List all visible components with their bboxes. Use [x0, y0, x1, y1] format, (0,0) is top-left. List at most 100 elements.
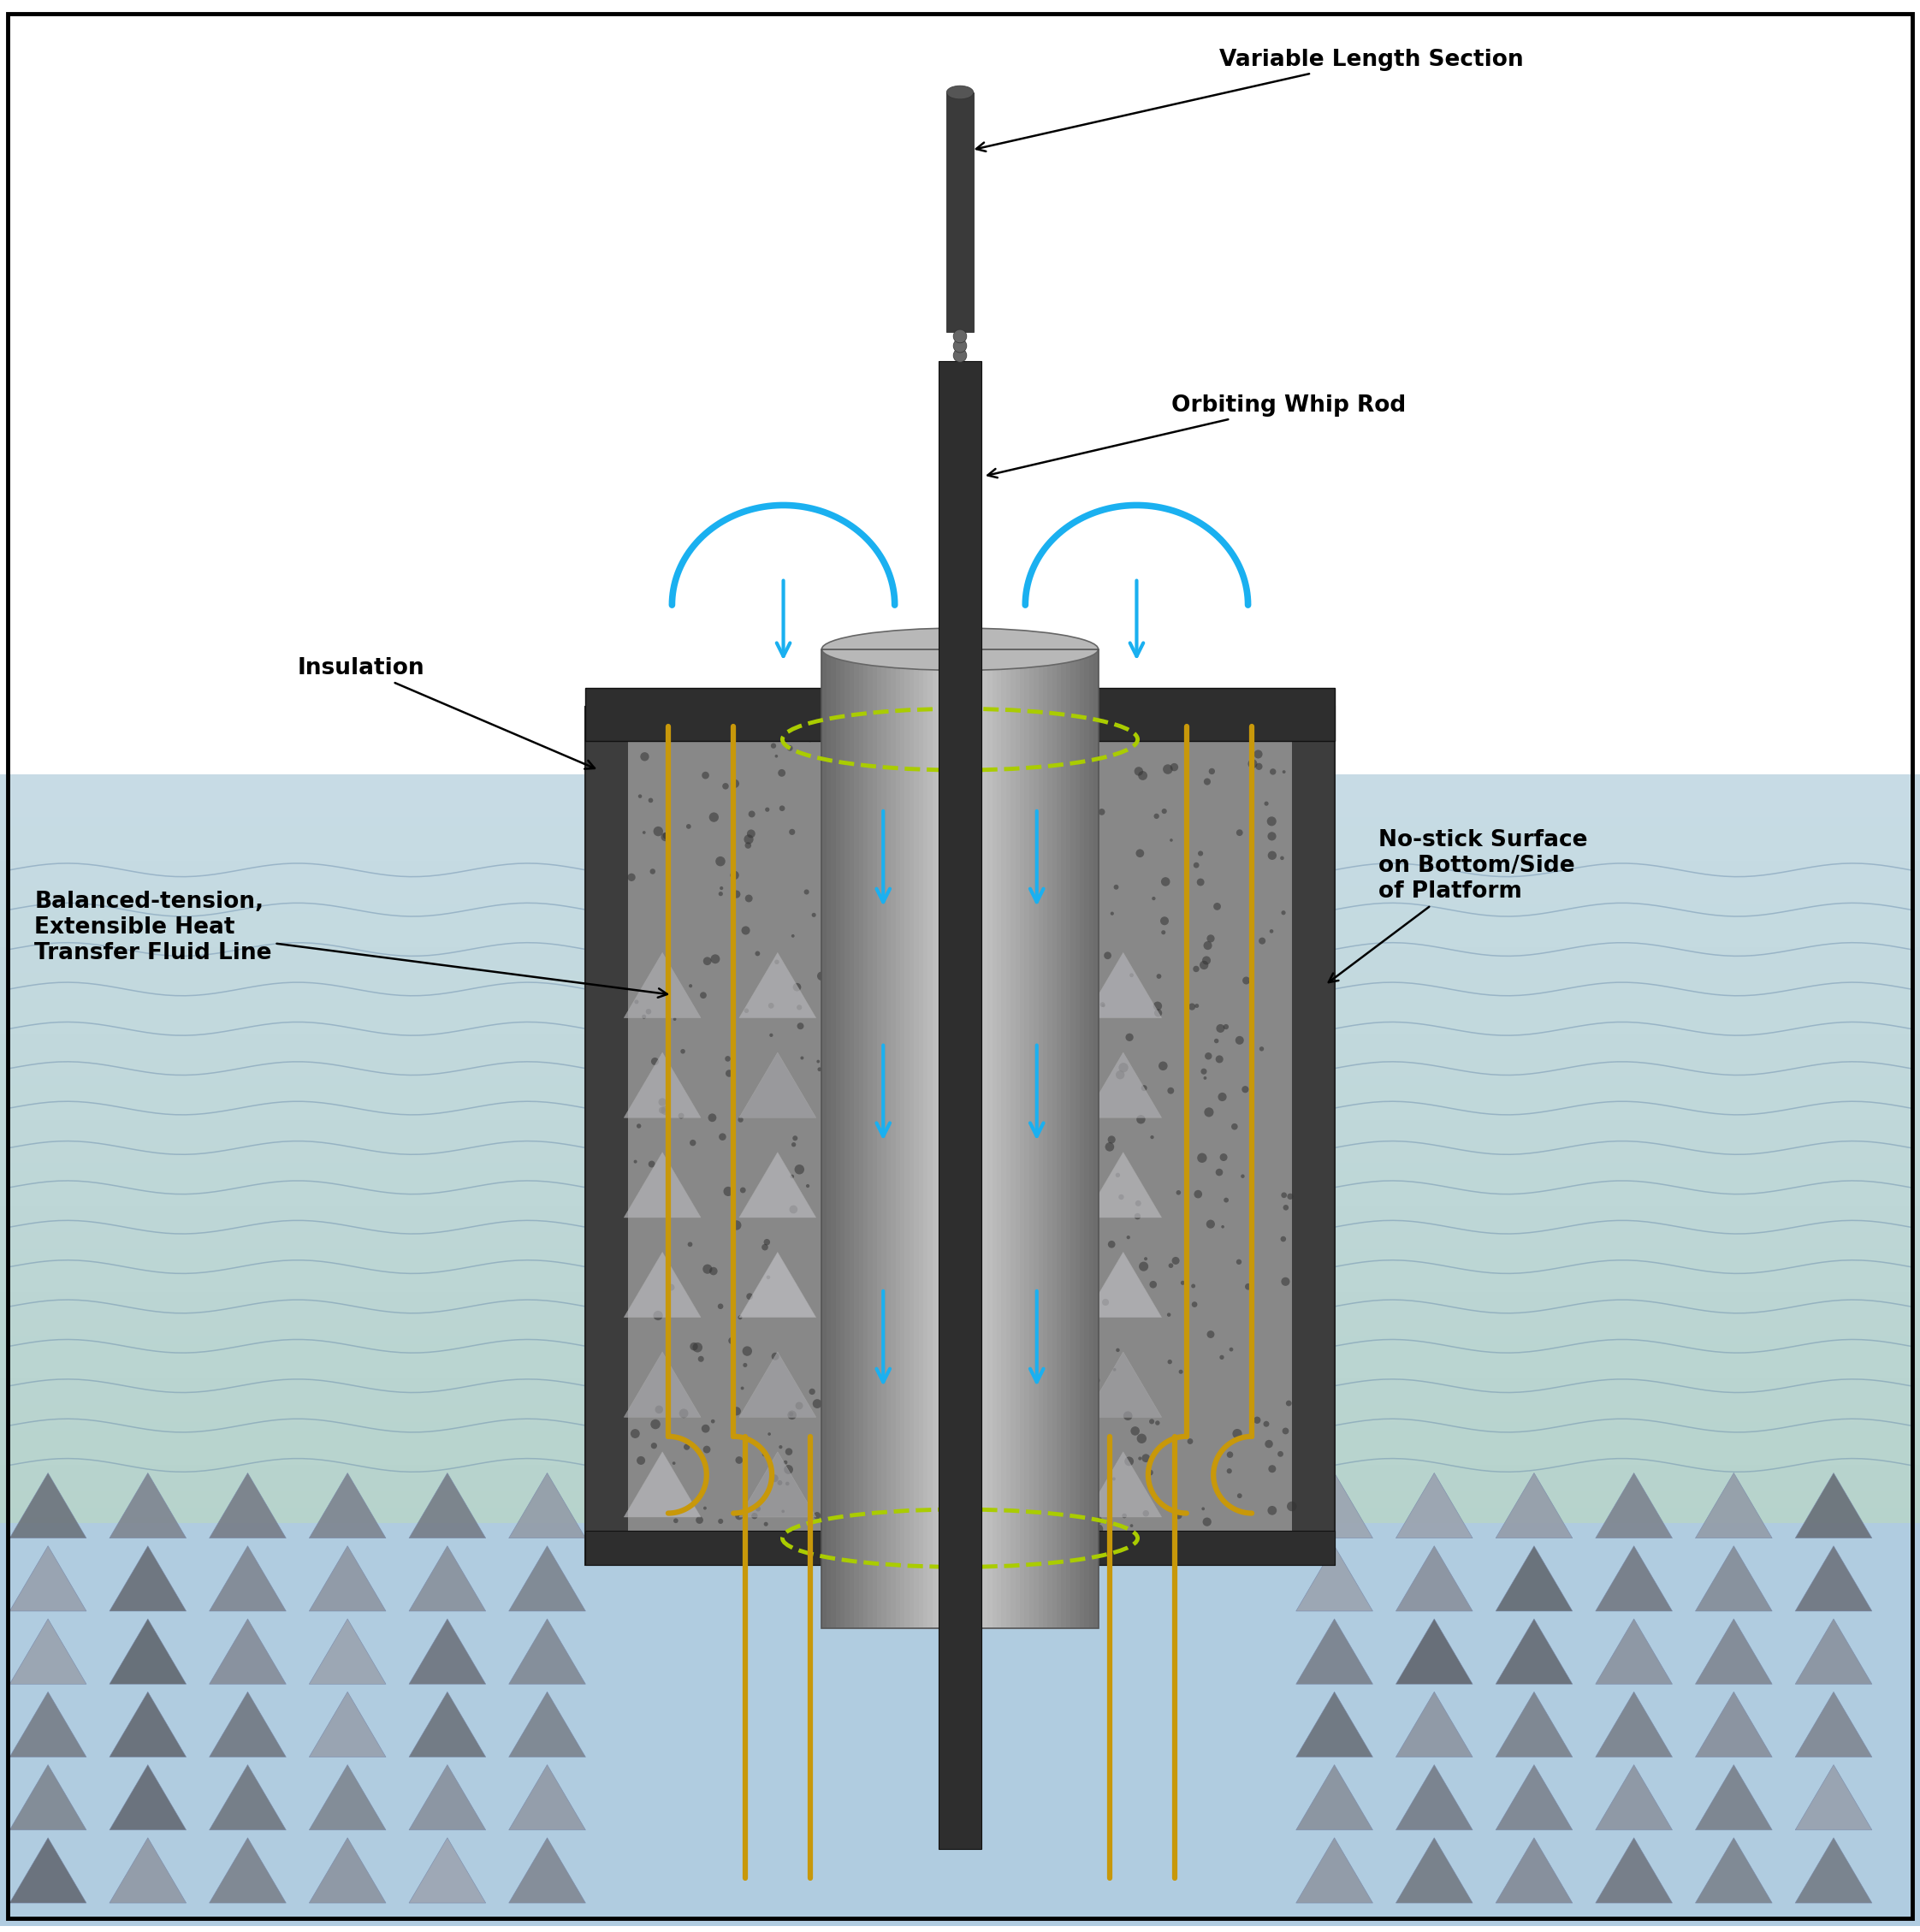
Circle shape	[851, 1434, 852, 1437]
Circle shape	[808, 1389, 816, 1395]
Polygon shape	[1496, 1837, 1572, 1903]
Circle shape	[1286, 1401, 1292, 1406]
Circle shape	[651, 1443, 657, 1449]
Circle shape	[931, 1231, 941, 1238]
Circle shape	[1215, 1024, 1225, 1034]
Circle shape	[1012, 1258, 1018, 1265]
Polygon shape	[1496, 1472, 1572, 1538]
Polygon shape	[1296, 1472, 1373, 1538]
Polygon shape	[1079, 649, 1085, 1629]
Circle shape	[780, 1445, 783, 1449]
Polygon shape	[1695, 1764, 1772, 1830]
Circle shape	[1131, 1524, 1133, 1528]
Circle shape	[1215, 1169, 1223, 1177]
Polygon shape	[854, 1451, 931, 1517]
Polygon shape	[0, 1111, 1920, 1121]
Polygon shape	[939, 361, 981, 1849]
Polygon shape	[854, 1352, 931, 1418]
Polygon shape	[1795, 1619, 1872, 1685]
Circle shape	[839, 1142, 847, 1150]
Circle shape	[816, 1061, 820, 1063]
Polygon shape	[1016, 649, 1020, 1629]
Circle shape	[1029, 1536, 1033, 1540]
Polygon shape	[509, 1764, 586, 1830]
Circle shape	[1152, 896, 1156, 900]
Circle shape	[1041, 1474, 1050, 1484]
Circle shape	[874, 1358, 877, 1362]
Circle shape	[703, 956, 712, 966]
Circle shape	[789, 829, 795, 835]
Circle shape	[660, 1105, 670, 1115]
Circle shape	[1160, 916, 1169, 925]
Polygon shape	[0, 1103, 1920, 1111]
Circle shape	[791, 1142, 797, 1148]
Circle shape	[977, 730, 981, 734]
Polygon shape	[0, 1594, 1920, 1604]
Circle shape	[860, 1066, 864, 1068]
Circle shape	[1112, 1478, 1116, 1480]
Polygon shape	[209, 1472, 286, 1538]
Circle shape	[1083, 1509, 1091, 1519]
Circle shape	[1087, 1026, 1094, 1036]
Circle shape	[1025, 995, 1033, 1001]
Circle shape	[1254, 750, 1263, 759]
Circle shape	[1031, 1405, 1041, 1414]
Circle shape	[1156, 1420, 1160, 1426]
Circle shape	[741, 925, 751, 935]
Circle shape	[718, 891, 724, 896]
Circle shape	[902, 1229, 910, 1235]
Circle shape	[1064, 1151, 1073, 1161]
Polygon shape	[877, 649, 881, 1629]
Polygon shape	[1039, 649, 1043, 1629]
Circle shape	[1204, 1107, 1213, 1117]
Circle shape	[789, 1412, 793, 1416]
Circle shape	[1041, 1273, 1044, 1277]
Circle shape	[770, 1474, 778, 1482]
Polygon shape	[1296, 1619, 1373, 1685]
Polygon shape	[970, 1451, 1046, 1517]
Circle shape	[952, 348, 968, 361]
Polygon shape	[0, 1300, 1920, 1310]
Polygon shape	[0, 800, 1920, 810]
Polygon shape	[1496, 1546, 1572, 1611]
Polygon shape	[409, 1546, 486, 1611]
Circle shape	[689, 1343, 699, 1350]
Circle shape	[826, 1463, 833, 1470]
Circle shape	[1012, 1213, 1018, 1221]
Circle shape	[1062, 974, 1069, 983]
Polygon shape	[10, 1619, 86, 1685]
Circle shape	[649, 798, 653, 804]
Circle shape	[987, 1389, 996, 1399]
Polygon shape	[0, 1198, 1920, 1206]
Circle shape	[1167, 1360, 1171, 1364]
Polygon shape	[0, 1041, 1920, 1051]
Polygon shape	[1056, 649, 1062, 1629]
Circle shape	[1271, 734, 1279, 742]
Circle shape	[916, 1235, 924, 1240]
Circle shape	[1192, 1302, 1198, 1308]
Circle shape	[904, 1020, 910, 1026]
Circle shape	[851, 1449, 858, 1457]
Polygon shape	[996, 649, 1002, 1629]
Polygon shape	[1596, 1692, 1672, 1756]
Circle shape	[703, 1507, 707, 1509]
Circle shape	[722, 782, 730, 790]
Polygon shape	[887, 649, 891, 1629]
Circle shape	[1077, 1134, 1085, 1142]
Circle shape	[1089, 1482, 1098, 1492]
Circle shape	[1092, 1248, 1096, 1254]
Polygon shape	[947, 649, 950, 1629]
Circle shape	[649, 869, 655, 873]
Circle shape	[993, 748, 998, 755]
Circle shape	[797, 1022, 804, 1030]
Circle shape	[1104, 952, 1112, 960]
Circle shape	[876, 1526, 881, 1532]
Circle shape	[1169, 763, 1179, 771]
Polygon shape	[586, 707, 1334, 1565]
Circle shape	[762, 1451, 768, 1457]
Circle shape	[1204, 1053, 1212, 1059]
Circle shape	[883, 777, 887, 781]
Polygon shape	[0, 1414, 1920, 1422]
Circle shape	[818, 1066, 822, 1072]
Circle shape	[1020, 1217, 1021, 1221]
